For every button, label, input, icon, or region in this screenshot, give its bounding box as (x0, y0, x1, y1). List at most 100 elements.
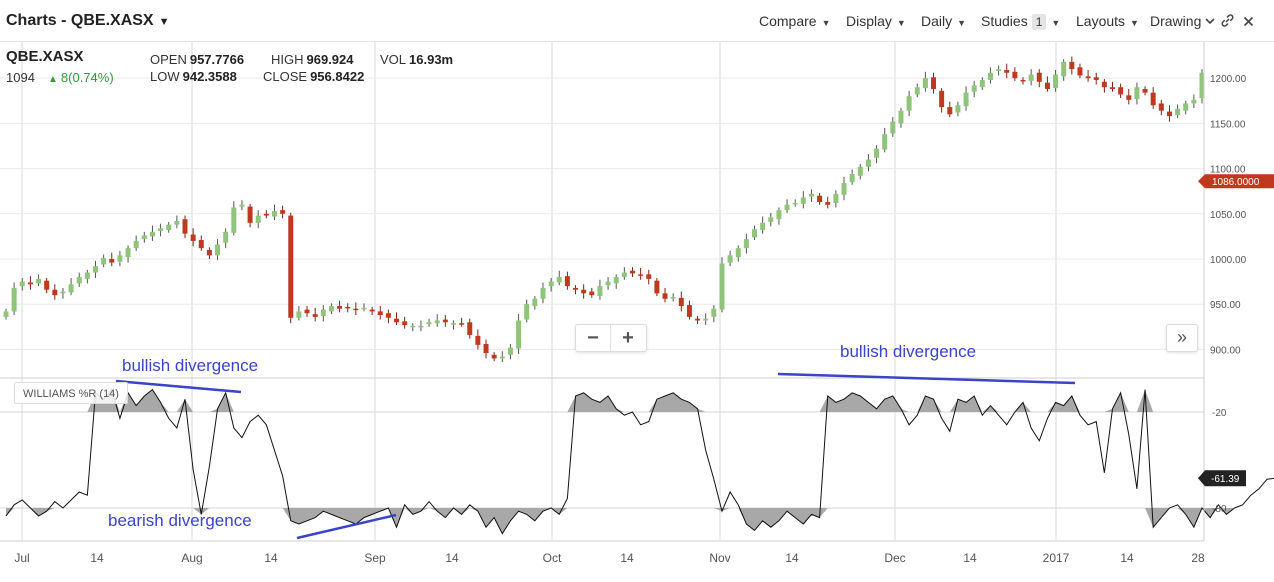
close-label: CLOSE (263, 69, 308, 84)
x-tick-label: Nov (709, 551, 730, 565)
price-candle (605, 277, 611, 290)
divergence-trendline[interactable] (296, 513, 397, 540)
price-candle (337, 300, 343, 313)
price-candle (1158, 99, 1164, 116)
double-chevron-right-icon: » (1176, 327, 1187, 347)
price-candle (654, 277, 660, 297)
price-candle (581, 284, 587, 299)
display-menu[interactable]: Display ▼ (846, 13, 906, 29)
price-candle (524, 299, 530, 323)
price-candle (459, 317, 465, 327)
x-tick-label: 14 (445, 551, 459, 565)
price-candle (564, 271, 570, 290)
price-candle (1150, 87, 1156, 109)
price-candle (475, 329, 481, 350)
price-candle (499, 351, 505, 363)
quote-volume: VOL 16.93m (380, 52, 453, 67)
zoom-in-button[interactable]: + (611, 325, 645, 351)
chart-title-menu[interactable]: Charts - QBE.XASX ▼ (6, 12, 169, 30)
price-candle (190, 228, 196, 247)
zoom-out-button[interactable]: − (576, 325, 611, 351)
price-candle (776, 207, 782, 225)
price-candle (1175, 104, 1181, 118)
price-candle (68, 277, 74, 296)
current-price-tag (1198, 174, 1274, 189)
quote-close: CLOSE 956.8422 (263, 69, 364, 84)
low-label: LOW (150, 69, 180, 84)
price-candle (215, 239, 221, 260)
williams-r-value-tag (1198, 470, 1246, 487)
x-tick-label: Oct (543, 551, 562, 565)
minus-icon: − (587, 327, 599, 349)
x-tick-label: Aug (181, 551, 202, 565)
divergence-annotation: bearish divergence (108, 511, 252, 530)
oversold-fill (6, 508, 1274, 534)
price-tick-label: 1150.00 (1210, 119, 1246, 130)
price-candle (735, 245, 741, 262)
price-candle (719, 257, 725, 313)
price-candle (703, 313, 709, 325)
layouts-menu-label: Layouts (1076, 13, 1126, 29)
price-candle (1053, 70, 1059, 92)
quote-high: HIGH 969.924 (271, 52, 354, 67)
price-candle (865, 154, 871, 172)
studies-menu-label: Studies (981, 13, 1028, 29)
link-icon[interactable] (1220, 13, 1235, 28)
price-candle (825, 196, 831, 209)
price-candle (548, 277, 554, 292)
drawing-menu[interactable]: Drawing (1150, 13, 1201, 29)
x-tick-label: 14 (90, 551, 104, 565)
price-candle (760, 216, 766, 234)
price-candle (1191, 94, 1197, 108)
price-candle (1044, 76, 1050, 92)
price-candle (646, 269, 652, 285)
zoom-controls: − + (575, 324, 647, 352)
quote-open: OPEN 957.7766 (150, 52, 244, 67)
price-candle (1166, 105, 1172, 122)
price-candle (271, 204, 277, 221)
drawing-menu-label: Drawing (1150, 13, 1202, 29)
williams-r-tick-label: -80 (1212, 504, 1227, 515)
price-candle (1012, 67, 1018, 81)
quote-change-value: 8(0.74%) (60, 70, 114, 85)
price-candle (629, 267, 635, 278)
interval-menu[interactable]: Daily ▼ (921, 13, 966, 29)
chevron-down-icon: ▼ (1130, 18, 1139, 28)
x-tick-label: Sep (364, 551, 386, 565)
price-candle (141, 231, 147, 243)
price-candle (394, 312, 400, 325)
close-icon[interactable] (1243, 16, 1254, 27)
chevron-down-icon[interactable] (1204, 15, 1216, 27)
price-candle (1004, 63, 1010, 79)
volume-label: VOL (380, 52, 407, 67)
chevron-down-icon: ▼ (821, 18, 831, 28)
price-candle (84, 269, 90, 284)
price-candle (768, 212, 774, 227)
price-candle (166, 221, 172, 233)
x-tick-label: 14 (264, 551, 278, 565)
williams-r-study-label[interactable]: WILLIAMS %R (14) (14, 382, 128, 404)
open-value: 957.7766 (189, 52, 245, 67)
price-candle (320, 305, 326, 322)
price-candle (874, 145, 880, 164)
x-tick-label: 2017 (1043, 551, 1070, 565)
scroll-to-end-button[interactable]: » (1166, 324, 1198, 352)
price-candle (996, 65, 1002, 76)
price-candle (841, 176, 847, 201)
x-tick-label: 14 (963, 551, 977, 565)
price-candle (410, 323, 416, 332)
price-candle (678, 291, 684, 312)
layouts-menu[interactable]: Layouts ▼ (1076, 13, 1139, 29)
chevron-down-icon: ▼ (158, 16, 170, 28)
studies-menu[interactable]: Studies 1 ▼ (981, 13, 1060, 30)
divergence-trendline[interactable] (115, 379, 242, 394)
divergence-annotation: bullish divergence (840, 342, 976, 361)
compare-menu[interactable]: Compare ▼ (759, 13, 831, 29)
price-candle (711, 305, 717, 323)
price-candle (3, 308, 9, 320)
price-candle (540, 282, 546, 304)
divergence-trendline[interactable] (777, 372, 1076, 385)
price-candle (695, 315, 701, 325)
price-candle (898, 108, 904, 128)
